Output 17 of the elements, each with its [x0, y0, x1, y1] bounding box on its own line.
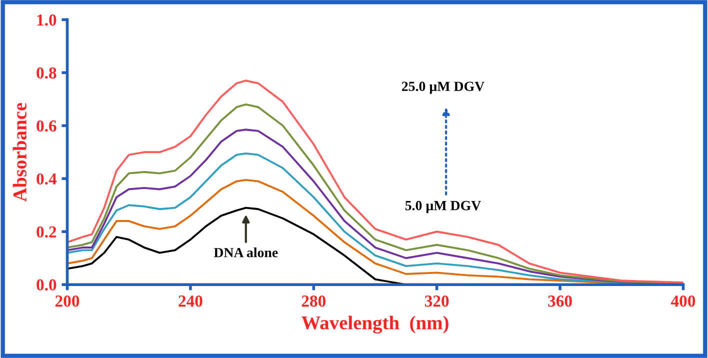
- y-tick-label: 1.0: [37, 14, 56, 26]
- annotation: 5.0 µM DGV: [405, 200, 481, 214]
- x-axis-title: Wavelength (nm): [302, 316, 448, 334]
- x-tick-label: 240: [178, 296, 202, 307]
- x-tick-label: 200: [55, 296, 80, 307]
- y-tick-label: 0.0: [36, 279, 56, 291]
- y-tick-label: 0.6: [36, 120, 56, 132]
- x-tick-label: 400: [670, 296, 696, 307]
- x-tick-label: 360: [548, 296, 572, 307]
- y-tick-label: 0.4: [36, 173, 57, 185]
- y-axis-title: Absorbance: [12, 102, 27, 202]
- y-tick-label: 0.8: [36, 67, 56, 79]
- x-tick-label: 320: [424, 296, 449, 307]
- x-tick-label: 280: [302, 296, 326, 307]
- annotation: DNA alone: [214, 248, 278, 258]
- y-tick-label: 0.2: [36, 226, 56, 238]
- annotation: 25.0 µM DGV: [402, 82, 484, 94]
